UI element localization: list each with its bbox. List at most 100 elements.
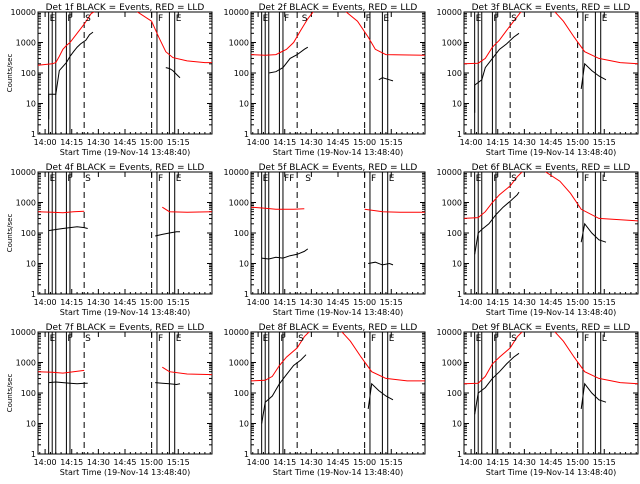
marker-label: E: [389, 174, 395, 184]
marker-label: E: [263, 334, 269, 344]
chart-panel-2: 1 10 100 1000 10000 14:00 14:15 14:30 14:45 15:00…: [224, 3, 426, 157]
x-tick-label: 14:30: [87, 298, 110, 307]
x-tick-label: 14:30: [513, 298, 536, 307]
y-axis-label: Counts/sec: [6, 374, 14, 413]
x-tick-label: 14:15: [60, 458, 83, 467]
y-tick-label: 100: [234, 229, 249, 238]
marker-label: F: [67, 14, 72, 24]
x-tick-label: 15:00: [353, 298, 376, 307]
x-tick-label: 15:00: [140, 138, 163, 147]
marker-label: F: [158, 334, 163, 344]
marker-label: F: [67, 334, 72, 344]
event-lines: [48, 172, 176, 294]
y-tick-label: 10: [452, 100, 462, 109]
y-tick-label: 10: [239, 420, 249, 429]
x-tick-label: 14:30: [300, 458, 323, 467]
chart-panel-5: 1 10 100 1000 10000 14:00 14:15 14:30 14:45 15:00…: [224, 163, 426, 317]
events-series-line: [48, 381, 181, 386]
x-tick-label: 15:15: [593, 298, 616, 307]
y-tick-label: 1: [457, 290, 462, 299]
marker-label: E: [383, 14, 389, 24]
event-lines: [261, 332, 389, 454]
marker-label: S: [85, 174, 91, 184]
chart-panel-4: 1 10 100 1000 10000 14:00 14:15 14:30 14:45 15:00…: [6, 163, 213, 317]
lld-series-line: [464, 332, 638, 385]
marker-label: F: [366, 14, 371, 24]
y-tick-label: 1000: [16, 359, 36, 368]
y-tick-label: 100: [21, 229, 36, 238]
x-tick-label: 14:00: [34, 458, 57, 467]
marker-label: F: [284, 14, 289, 24]
y-tick-label: 100: [234, 389, 249, 398]
x-tick-label: 14:00: [460, 138, 483, 147]
marker-label: F: [493, 174, 498, 184]
x-tick-label: 14:00: [460, 458, 483, 467]
x-tick-label: 14:00: [34, 298, 57, 307]
y-tick-label: 10: [26, 100, 36, 109]
x-tick-label: 14:45: [539, 458, 562, 467]
y-tick-label: 1: [244, 290, 249, 299]
x-tick-label: 14:45: [113, 458, 136, 467]
plot-frame: [463, 11, 639, 135]
lld-series-line: [251, 12, 425, 56]
x-tick-label: 14:30: [513, 458, 536, 467]
x-tick-label: 15:15: [593, 138, 616, 147]
chart-panel-7: 1 10 100 1000 10000 14:00 14:15 14:30 14:45 15:00…: [6, 323, 213, 477]
y-tick-label: 1: [244, 130, 249, 139]
x-tick-label: 14:45: [113, 298, 136, 307]
marker-label: F: [493, 14, 498, 24]
y-tick-label: 10: [452, 420, 462, 429]
marker-label: F: [371, 174, 376, 184]
x-tick-label: 14:30: [87, 138, 110, 147]
y-tick-label: 100: [21, 69, 36, 78]
marker-label: F: [584, 14, 589, 24]
marker-label: F: [280, 334, 285, 344]
event-lines: [48, 332, 176, 454]
events-series-line: [261, 354, 394, 424]
x-axis-label: Start Time (19-Nov-14 13:48:40): [60, 148, 190, 157]
y-tick-label: 1: [31, 130, 36, 139]
y-tick-label: 1000: [16, 39, 36, 48]
y-tick-label: 100: [447, 389, 462, 398]
marker-label: S: [305, 174, 311, 184]
marker-label: E: [50, 334, 56, 344]
event-lines: [261, 12, 389, 134]
x-tick-label: 15:15: [167, 138, 190, 147]
y-tick-label: 1: [244, 450, 249, 459]
y-tick-label: 1000: [16, 199, 36, 208]
event-lines: [261, 172, 389, 294]
x-tick-label: 15:15: [380, 138, 403, 147]
x-tick-label: 14:30: [300, 298, 323, 307]
x-tick-label: 15:15: [380, 298, 403, 307]
marker-label: S: [85, 14, 91, 24]
y-tick-label: 10000: [437, 328, 462, 337]
y-tick-label: 10000: [437, 8, 462, 17]
marker-label: E: [476, 14, 482, 24]
x-axis-label: Start Time (19-Nov-14 13:48:40): [273, 468, 403, 477]
x-axis-label: Start Time (19-Nov-14 13:48:40): [486, 308, 616, 317]
marker-label: E: [263, 14, 269, 24]
marker-label: E: [389, 334, 395, 344]
chart-panel-1: 1 10 100 1000 10000 14:00 14:15 14:30 14:45 15:00…: [6, 3, 213, 157]
y-tick-label: 10: [26, 420, 36, 429]
marker-label: E: [476, 334, 482, 344]
marker-label: S: [511, 334, 517, 344]
y-tick-label: 10000: [437, 168, 462, 177]
x-tick-label: 14:15: [60, 298, 83, 307]
series-group: [251, 12, 425, 82]
events-series-line: [474, 32, 607, 113]
lld-series-line: [251, 206, 425, 213]
lld-series-line: [464, 172, 638, 222]
lld-series-line: [38, 366, 212, 376]
series-group: [464, 172, 638, 255]
x-tick-label: 14:15: [486, 298, 509, 307]
y-tick-label: 10000: [224, 8, 249, 17]
marker-label: F: [158, 14, 163, 24]
events-series-line: [268, 46, 394, 82]
series-group: [38, 12, 212, 120]
x-tick-label: 14:30: [513, 138, 536, 147]
events-series-line: [48, 31, 181, 120]
y-tick-label: 10000: [11, 8, 36, 17]
x-tick-label: 15:15: [593, 458, 616, 467]
panel-title: Det 8f BLACK = Events, RED = LLD: [259, 323, 418, 333]
